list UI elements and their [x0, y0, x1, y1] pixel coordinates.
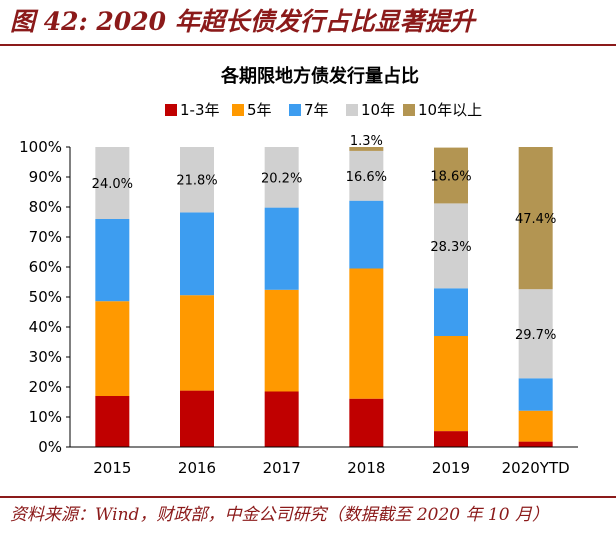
- data-label: 28.3%: [430, 240, 471, 255]
- bar-segment: [434, 203, 468, 289]
- bar-segment: [434, 147, 468, 204]
- data-label: 21.8%: [176, 174, 217, 189]
- bars: [95, 147, 553, 447]
- bar-segment: [349, 398, 384, 447]
- y-axis: 0% 10% 20% 30% 40% 50% 60% 70% 80% 90% 100%: [19, 138, 71, 456]
- bar-segment: [180, 212, 214, 296]
- x-tick-label: 2016: [178, 459, 216, 477]
- x-tick-label: 2018: [347, 459, 385, 477]
- bar-segment: [95, 147, 130, 219]
- data-label: 18.6%: [430, 170, 471, 185]
- y-tick-label: 30%: [29, 348, 62, 366]
- data-label: 20.2%: [261, 171, 302, 186]
- x-tick-label: 2015: [93, 459, 131, 477]
- data-labels: 24.0% 21.8% 20.2% 16.6% 1.3% 28.3% 18.6% 29.7% 4…: [92, 134, 557, 343]
- bar-segment: [518, 441, 553, 447]
- bar-segment: [95, 219, 130, 302]
- bar-segment: [95, 396, 130, 447]
- data-label: 47.4%: [515, 212, 556, 227]
- bar-segment: [349, 150, 384, 201]
- legend-swatch: [232, 104, 244, 116]
- y-tick-label: 20%: [29, 378, 62, 396]
- stacked-bar-chart: 各期限地方债发行量占比 1-3年 5年 7年 10年 10年以上 0% 10% 20% 30%…: [19, 65, 578, 477]
- bar-segment: [349, 147, 384, 151]
- data-label: 24.0%: [92, 177, 133, 192]
- data-label: 1.3%: [350, 134, 383, 149]
- bar-segment: [180, 147, 214, 213]
- y-tick-label: 10%: [29, 408, 62, 426]
- bar-segment: [518, 289, 553, 379]
- bar-segment: [264, 289, 299, 392]
- bar-segment: [95, 301, 130, 396]
- chart-title: 各期限地方债发行量占比: [220, 65, 419, 87]
- legend: 1-3年 5年 7年 10年 10年以上: [165, 101, 482, 119]
- bar-segment: [180, 390, 214, 447]
- figure-title: 图 42: 2020 年超长债发行占比显著提升: [10, 7, 475, 36]
- y-tick-label: 80%: [29, 198, 62, 216]
- legend-label: 10年: [361, 101, 395, 119]
- y-tick-label: 100%: [19, 138, 62, 156]
- bar-segment: [518, 410, 553, 442]
- bar-segment: [264, 147, 299, 208]
- y-tick-label: 60%: [29, 258, 62, 276]
- legend-label: 5年: [247, 101, 272, 119]
- bar-segment: [518, 378, 553, 411]
- bar-segment: [180, 295, 214, 391]
- bar-segment: [518, 147, 553, 290]
- bottom-rule: [0, 496, 616, 498]
- x-tick-label: 2020YTD: [502, 459, 570, 477]
- legend-swatch: [346, 104, 358, 116]
- legend-label: 10年以上: [418, 101, 482, 119]
- legend-label: 1-3年: [180, 101, 220, 119]
- source-note: 资料来源：Wind，财政部，中金公司研究（数据截至 2020 年 10 月）: [10, 505, 549, 525]
- bar-segment: [349, 268, 384, 399]
- y-tick-label: 0%: [38, 438, 62, 456]
- x-tick-label: 2019: [432, 459, 470, 477]
- x-axis: 2015 2016 2017 2018 2019 2020YTD: [70, 446, 578, 477]
- legend-swatch: [403, 104, 415, 116]
- bar-segment: [264, 207, 299, 290]
- bar-segment: [434, 336, 468, 432]
- y-tick-label: 70%: [29, 228, 62, 246]
- legend-swatch: [165, 104, 177, 116]
- data-label: 16.6%: [346, 170, 387, 185]
- top-rule: [0, 44, 616, 46]
- bar-segment: [434, 288, 468, 336]
- legend-label: 7年: [304, 101, 329, 119]
- bar-segment: [264, 391, 299, 447]
- y-tick-label: 90%: [29, 168, 62, 186]
- data-label: 29.7%: [515, 328, 556, 343]
- legend-swatch: [289, 104, 301, 116]
- bar-segment: [434, 431, 468, 447]
- x-tick-label: 2017: [263, 459, 301, 477]
- y-tick-label: 50%: [29, 288, 62, 306]
- y-tick-label: 40%: [29, 318, 62, 336]
- bar-segment: [349, 200, 384, 269]
